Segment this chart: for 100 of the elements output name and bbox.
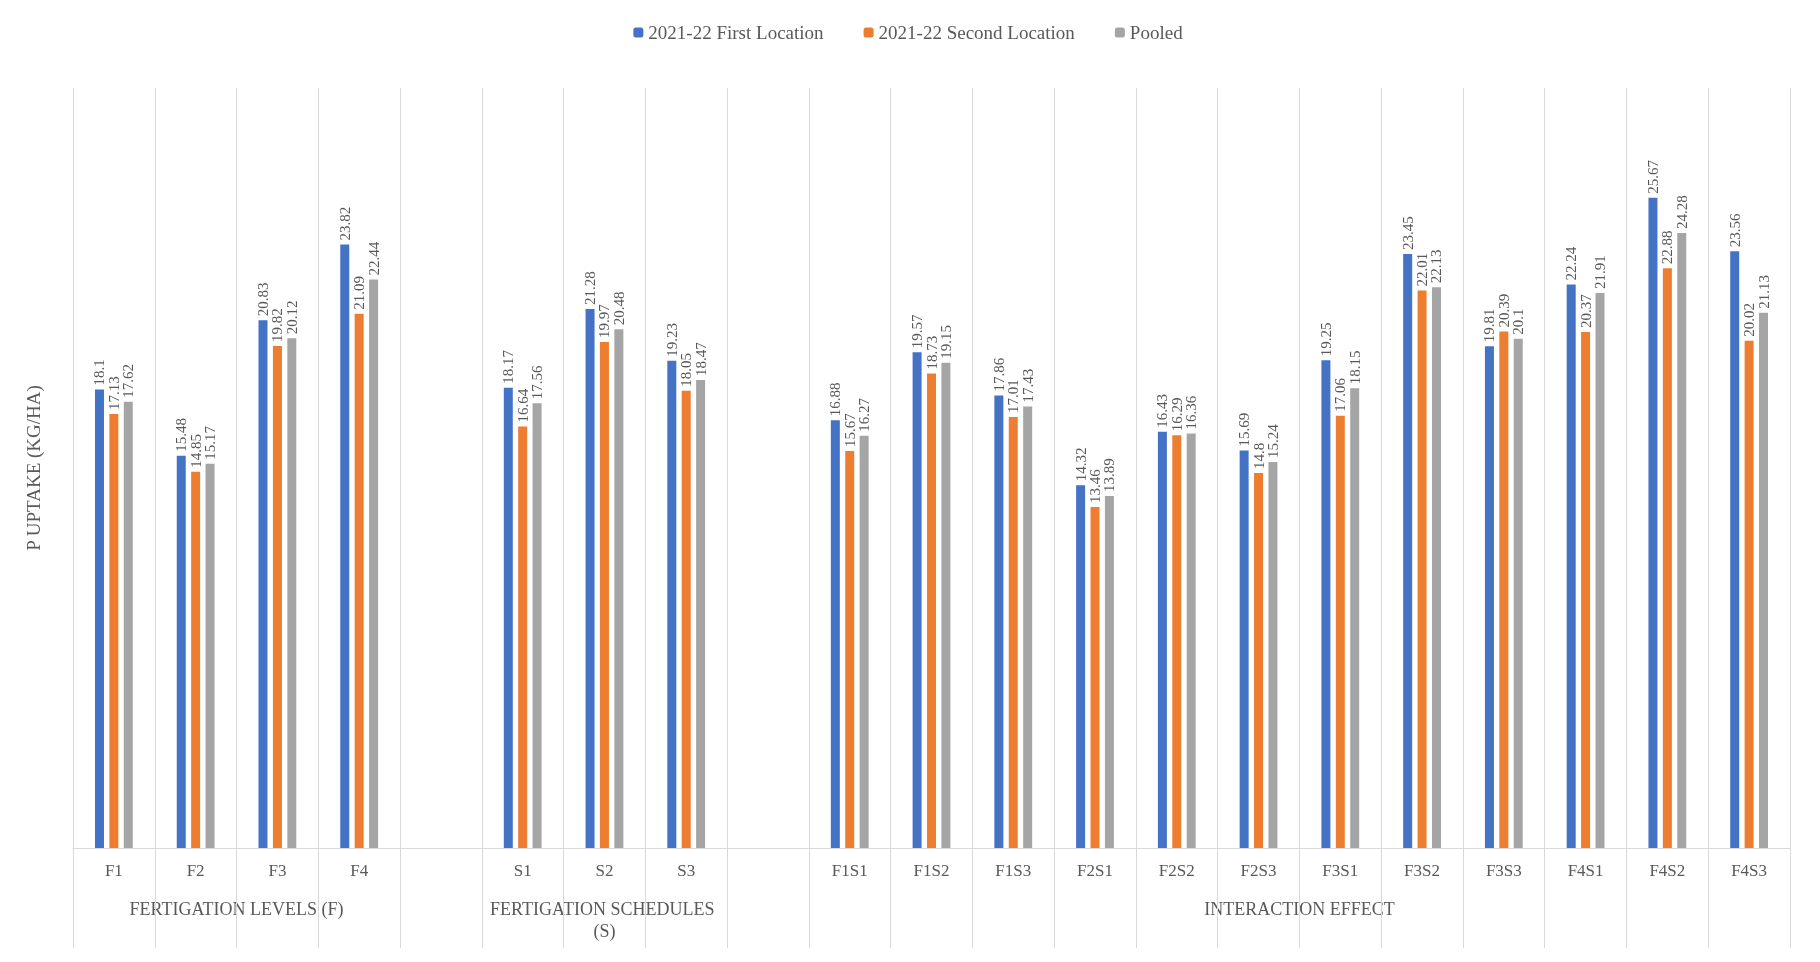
data-label: 14.85 [187,434,204,468]
bar [272,345,282,848]
data-label: 19.82 [269,308,286,342]
text: FERTIGATION LEVELS (F) [129,899,344,920]
bar [205,463,215,848]
bar [518,426,528,848]
bar [1662,268,1672,848]
data-label: 20.83 [255,282,271,317]
data-label: 17.06 [1332,377,1349,412]
data-label: 15.48 [173,418,190,452]
bar [123,401,133,848]
data-label: 23.45 [1399,216,1416,250]
x-tick-label: F1S3 [995,861,1032,880]
data-label: 17.13 [105,376,122,411]
data-label: 14.8 [1250,442,1267,470]
bar [1431,287,1441,848]
bar [1157,431,1167,848]
data-label: 19.97 [596,303,613,339]
bar [109,414,119,848]
data-label: 20.48 [610,291,627,326]
x-tick-label: F2S2 [1158,861,1195,880]
data-label: 19.15 [937,325,954,359]
bar [1023,406,1033,848]
bar [1730,251,1740,848]
bar [667,360,677,848]
x-tick-label: F4 [350,861,369,880]
data-label: 20.1 [1510,308,1527,335]
bar [614,329,624,848]
bar [696,380,706,848]
bar [1677,232,1687,848]
x-tick-label: S2 [595,861,614,880]
bar [1172,435,1182,848]
data-label: 25.67 [1644,159,1661,194]
bar [1484,346,1494,848]
bar [94,389,104,848]
data-label: 20.02 [1741,303,1758,337]
data-label: 21.91 [1592,255,1608,289]
x-tick-label: F3S2 [1404,861,1441,880]
bar [503,387,513,848]
bar [1321,360,1331,848]
data-label: 17.62 [120,363,137,398]
y-axis-title: P UPTAKE (KG/HA) [23,385,45,551]
bar [941,362,951,848]
data-label: 20.12 [283,300,300,335]
data-label: 15.67 [841,412,858,448]
data-label: 15.17 [202,425,219,460]
data-label: 22.88 [1659,230,1676,265]
data-label: 16.36 [1183,395,1200,430]
bar [1254,473,1264,848]
data-label: 17.01 [1005,379,1022,414]
data-label: 20.37 [1577,293,1594,328]
data-label: 18.05 [678,352,695,387]
bar [354,313,364,848]
bar [1335,415,1345,848]
bar [912,352,922,848]
bar [1513,338,1523,848]
data-label: 19.57 [909,313,926,349]
bar [532,403,542,848]
bar [845,451,855,848]
data-label: 16.88 [827,382,844,417]
x-tick-label: F4S1 [1567,861,1604,880]
bar [1239,450,1249,848]
bar [1595,292,1605,848]
bar [1499,331,1509,848]
data-label: 18.73 [923,335,940,370]
x-tick-label: F3S3 [1485,861,1522,880]
data-label: 19.23 [663,323,680,357]
text: INTERACTION EFFECT [1204,899,1395,919]
bar [681,390,691,848]
data-label: 14.32 [1072,447,1089,482]
data-label: 18.47 [692,341,709,377]
text: FERTIGATION SCHEDULES (S) [489,899,719,942]
data-label: 20.39 [1495,293,1512,328]
data-label: 22.01 [1414,252,1431,287]
data-label: 15.24 [1264,423,1281,458]
data-label: 15.69 [1236,412,1253,447]
data-label: 17.56 [529,364,546,400]
x-tick-label: F4S2 [1649,861,1686,880]
data-label: 16.29 [1168,397,1185,432]
bar [1090,507,1100,848]
data-label: 23.56 [1726,212,1743,248]
data-label: 19.25 [1317,322,1334,357]
data-label: 21.13 [1755,274,1772,309]
bar [1759,312,1769,848]
bar [1076,485,1086,848]
legend-label: 2021-22 Second Location [878,22,1076,43]
data-label: 22.24 [1563,246,1580,281]
bar [1648,197,1658,848]
bar [1350,388,1360,848]
bar [287,338,297,848]
x-tick-label: F4S3 [1731,861,1768,880]
x-tick-label: S1 [513,861,532,880]
bar [927,373,936,848]
bar [191,471,201,848]
bar [599,342,609,848]
data-label: 22.13 [1428,249,1445,284]
data-label: 18.15 [1346,350,1363,385]
data-label: 17.86 [990,357,1007,392]
bar [340,244,350,848]
x-tick-label: F2S1 [1077,861,1113,880]
